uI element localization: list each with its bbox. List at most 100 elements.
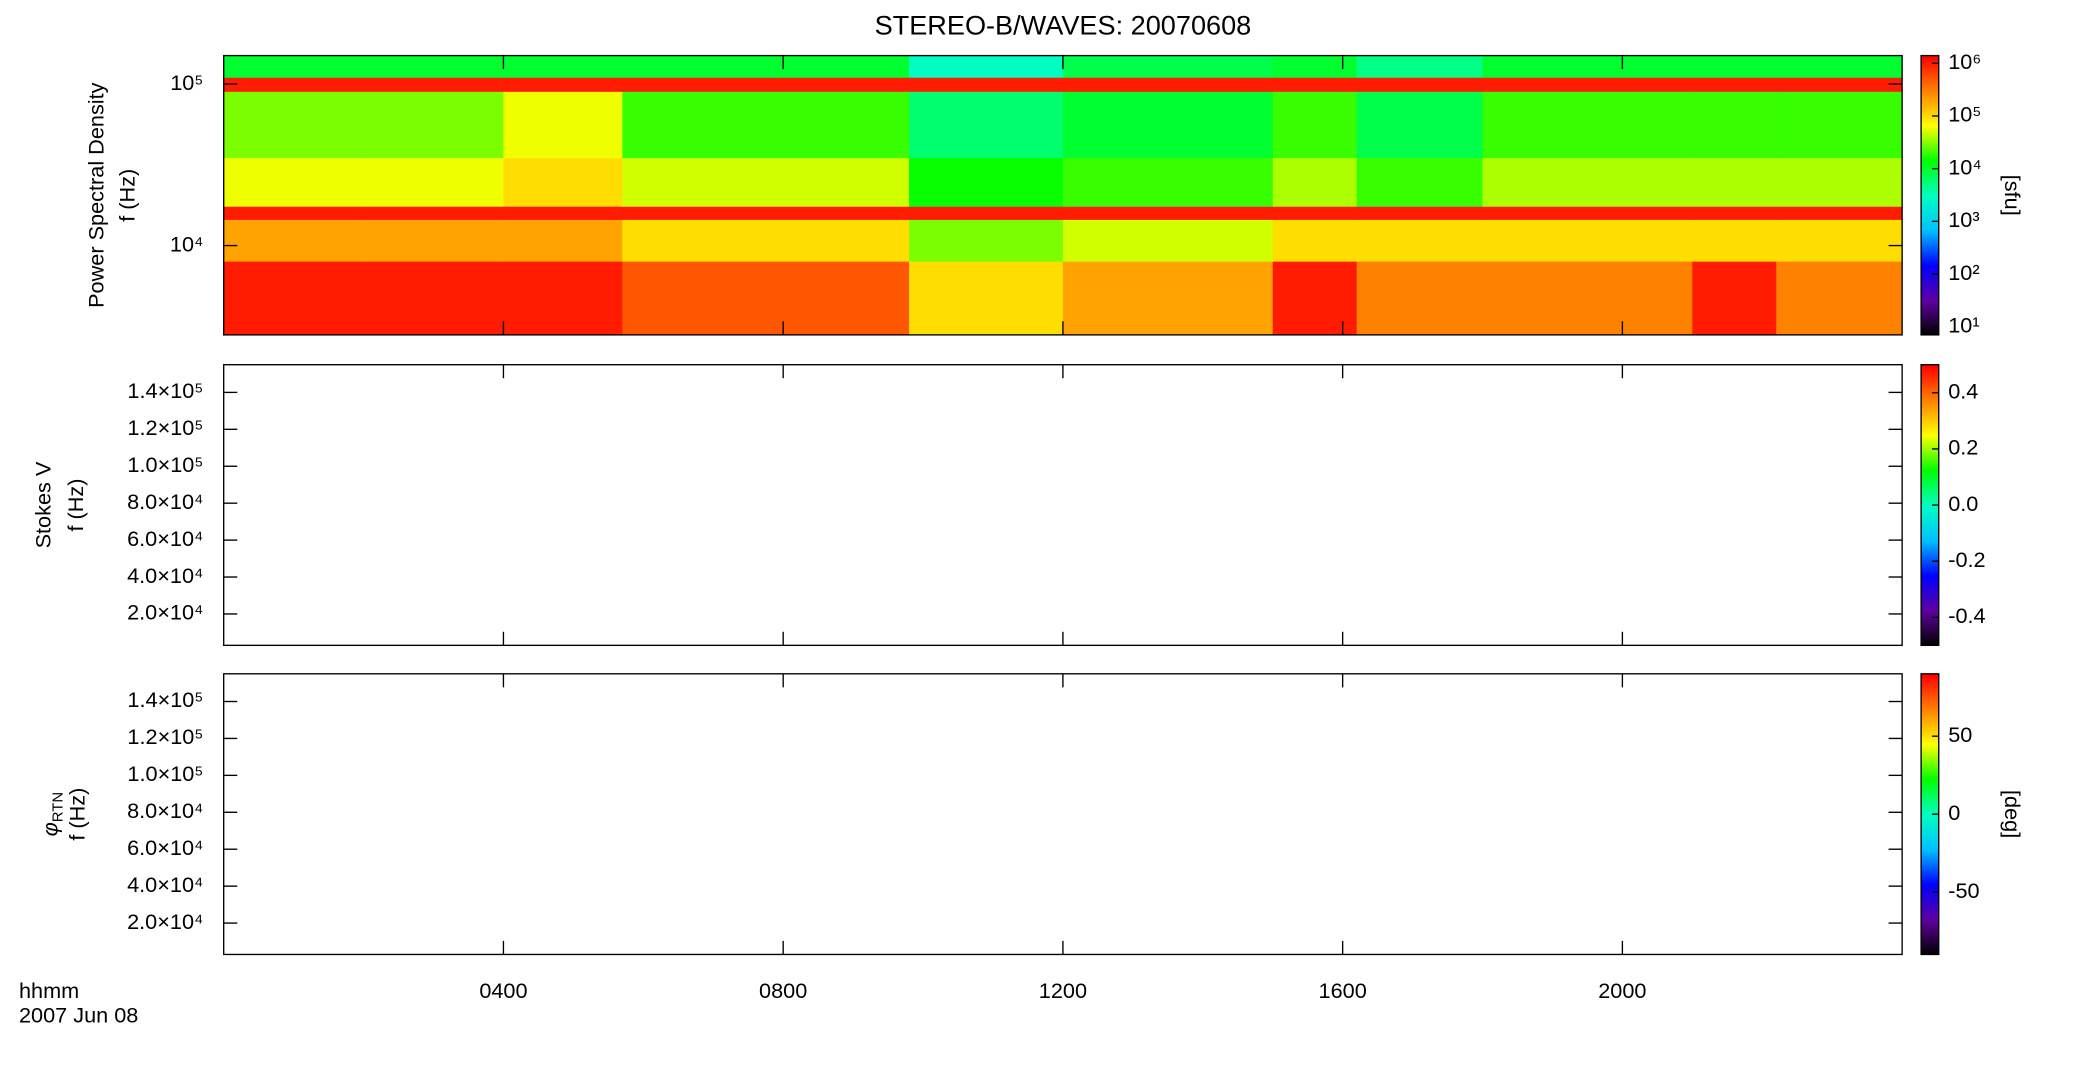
colorbar-slice <box>1921 795 1939 799</box>
y-tick-label: 6.0×10⁴ <box>127 526 203 551</box>
colorbar-slice <box>1921 90 1939 94</box>
heatmap-cell <box>1776 77 1903 92</box>
colorbar-slice <box>1921 521 1939 525</box>
heatmap-cell <box>1356 91 1483 159</box>
heatmap-cell <box>503 55 623 78</box>
colorbar-slice <box>1921 603 1939 607</box>
colorbar-slice <box>1921 430 1939 434</box>
colorbar-slice <box>1921 633 1939 637</box>
colorbar-slice <box>1921 378 1939 382</box>
heatmap-cell <box>1272 219 1358 262</box>
colorbar-slice <box>1921 711 1939 715</box>
colorbar-slice <box>1921 164 1939 168</box>
plot-frame <box>223 364 1903 647</box>
colorbar-slice <box>1921 248 1939 252</box>
colorbar-slice <box>1921 316 1939 320</box>
colorbar-slice <box>1921 621 1939 625</box>
colorbar-slice <box>1921 64 1939 68</box>
heatmap-cell <box>909 219 1064 262</box>
colorbar-slice <box>1921 776 1939 780</box>
colorbar-slice <box>1921 921 1939 925</box>
colorbar-slice <box>1921 575 1939 579</box>
heatmap-cell <box>1692 206 1777 220</box>
colorbar-slice <box>1921 919 1939 923</box>
colorbar-slice <box>1921 320 1939 324</box>
colorbar-slice <box>1921 593 1939 597</box>
colorbar-slice <box>1921 605 1939 609</box>
colorbar-slice <box>1921 626 1939 630</box>
heatmap-cell <box>1062 206 1274 220</box>
colorbar-slice <box>1921 297 1939 301</box>
heatmap-cell <box>363 157 504 207</box>
heatmap-cell <box>363 55 504 78</box>
colorbar-tick-label: 10² <box>1948 260 1979 285</box>
colorbar-slice <box>1921 811 1939 815</box>
colorbar-slice <box>1921 741 1939 745</box>
heatmap-cell <box>1356 77 1483 92</box>
colorbar-slice <box>1921 765 1939 768</box>
heatmap-cell <box>622 206 910 220</box>
colorbar-slice <box>1921 779 1939 782</box>
colorbar-slice <box>1921 556 1939 560</box>
heatmap-cell <box>1482 157 1693 207</box>
colorbar-slice <box>1921 900 1939 904</box>
colorbar-slice <box>1921 218 1939 222</box>
colorbar-slice <box>1921 262 1939 266</box>
colorbar-slice <box>1921 734 1939 738</box>
heatmap-cell <box>1272 77 1358 92</box>
colorbar-slice <box>1921 183 1939 187</box>
colorbar-slice <box>1921 374 1939 377</box>
colorbar-slice <box>1921 804 1939 808</box>
heatmap-cell <box>503 77 623 92</box>
colorbar-slice <box>1921 704 1939 708</box>
colorbar-slice <box>1921 413 1939 417</box>
colorbar-slice <box>1921 267 1939 271</box>
colorbar-slice <box>1921 867 1939 871</box>
colorbar-slice <box>1921 137 1939 140</box>
colorbar-slice <box>1921 141 1939 145</box>
colorbar-slice <box>1921 230 1939 234</box>
colorbar-tick-label: 10⁴ <box>1948 154 1981 179</box>
colorbar-slice <box>1921 318 1939 322</box>
colorbar-slice <box>1921 188 1939 192</box>
heatmap-cell <box>1692 55 1777 78</box>
colorbar-slice <box>1921 55 1939 59</box>
colorbar-slice <box>1921 258 1939 261</box>
colorbar-slice <box>1921 283 1939 287</box>
colorbar-slice <box>1921 481 1939 485</box>
heatmap-cell <box>1062 55 1274 78</box>
colorbar-slice <box>1921 295 1939 299</box>
colorbar-slice <box>1921 69 1939 73</box>
colorbar-slice <box>1921 853 1939 857</box>
colorbar-slice <box>1921 439 1939 443</box>
colorbar-slice <box>1921 486 1939 490</box>
colorbar-slice <box>1921 708 1939 712</box>
colorbar-slice <box>1921 568 1939 572</box>
colorbar-slice <box>1921 676 1939 680</box>
colorbar-slice <box>1921 399 1939 403</box>
y-tick-label: 2.0×10⁴ <box>127 600 203 625</box>
heatmap-cell <box>622 55 910 78</box>
colorbar-tick-label: 10³ <box>1948 207 1979 232</box>
colorbar-slice <box>1921 483 1939 487</box>
colorbar-slice <box>1921 933 1939 937</box>
colorbar-slice <box>1921 171 1939 175</box>
colorbar-slice <box>1921 828 1939 832</box>
colorbar-slice <box>1921 111 1939 115</box>
colorbar-slice <box>1921 736 1939 740</box>
colorbar-slice <box>1921 797 1939 801</box>
heatmap-cell <box>1692 91 1777 159</box>
colorbar-slice <box>1921 458 1939 462</box>
y-tick-label: 8.0×10⁴ <box>127 798 203 823</box>
colorbar-slice <box>1921 92 1939 96</box>
colorbar-slice <box>1921 411 1939 415</box>
colorbar-slice <box>1921 617 1939 621</box>
colorbar-slice <box>1921 134 1939 138</box>
colorbar-slice <box>1921 85 1939 89</box>
colorbar-slice <box>1921 220 1939 224</box>
heatmap-cell <box>1356 157 1483 207</box>
colorbar-slice <box>1921 596 1939 600</box>
colorbar-slice <box>1921 821 1939 825</box>
colorbar-tick-label: 0 <box>1948 800 1960 825</box>
colorbar-slice <box>1921 104 1939 108</box>
